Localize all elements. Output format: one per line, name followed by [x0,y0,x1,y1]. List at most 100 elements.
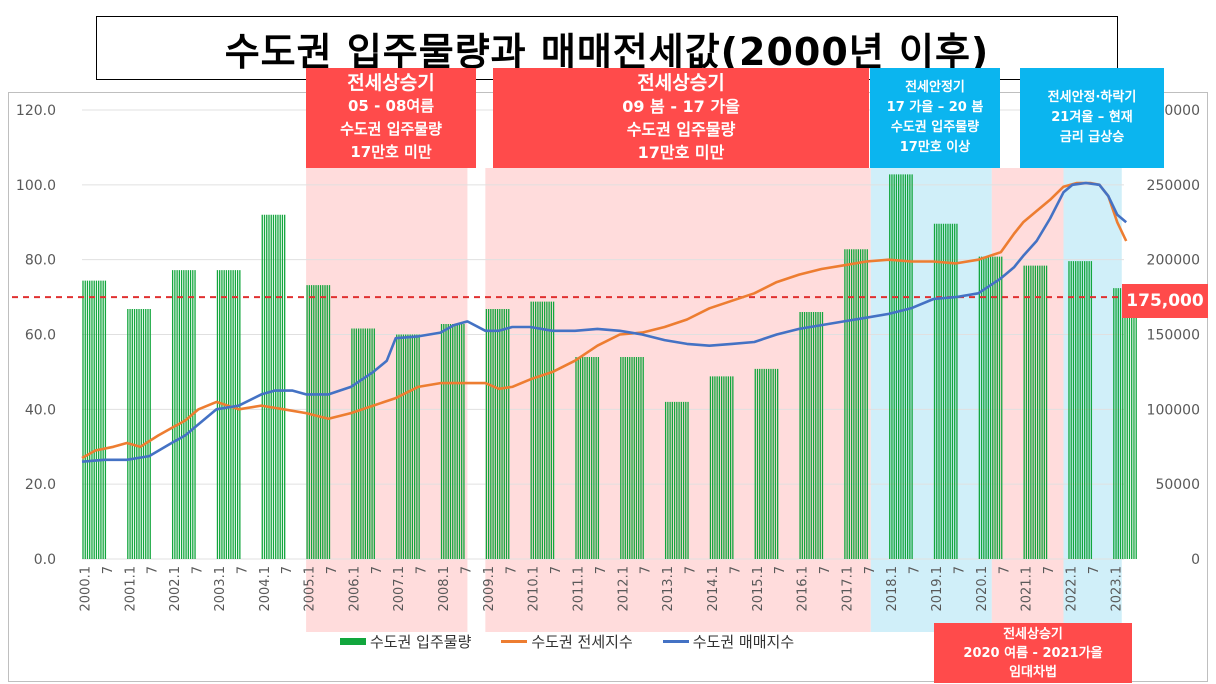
legend-label-jeonse: 수도권 전세지수 [531,633,633,651]
supply-bar [799,312,824,559]
x-tick-label: 2001.1 [123,566,138,612]
legend-item-jeonse: 수도권 전세지수 [501,631,633,652]
phase-text-line: 전세안정·하락기 [1047,90,1137,105]
y-left-tick-label: 80.0 [25,253,56,269]
supply-bar [261,214,286,559]
y-left-tick-label: 120.0 [16,103,56,119]
supply-bar [754,368,779,559]
x-tick-label: 7 [235,566,250,574]
phase-text-line: 21겨울 – 현재 [1051,110,1133,125]
x-tick-label: 7 [370,566,385,574]
x-tick-label: 7 [504,566,519,574]
supply-bar [530,301,555,559]
phase-text-line: 09 봄 - 17 가을 [622,97,740,116]
phase-text-line: 금리 급상승 [1059,130,1125,145]
x-tick-label: 2010.1 [527,566,542,612]
supply-bar [664,401,689,559]
phase-text-line: 수도권 입주물량 [626,120,736,139]
x-tick-label: 2012.1 [616,566,631,612]
supply-bar [396,334,420,559]
reference-line-label: 175,000 [1122,284,1208,318]
legend-label-sale: 수도권 매매지수 [692,633,795,651]
x-tick-label: 7 [728,566,743,574]
shaded-period [991,168,1064,632]
x-tick-label: 2006.1 [347,566,362,612]
y-left-tick-label: 40.0 [25,402,56,418]
phase-text-line: 05 - 08여름 [347,97,435,115]
x-tick-label: 7 [639,566,654,574]
x-tick-label: 2023.1 [1109,566,1124,612]
phase-text-line: 전세상승기 [347,72,435,94]
x-tick-label: 7 [1087,566,1102,574]
x-tick-label: 7 [684,566,699,574]
x-tick-label: 2022.1 [1064,566,1079,612]
x-tick-label: 7 [415,566,430,574]
supply-bar [620,356,644,559]
supply-bar [440,324,465,559]
supply-bar [844,249,868,559]
y-right-tick-label: 0 [1191,552,1200,568]
phase-text-line: 17 가을 – 20 봄 [886,100,984,115]
phase-text-line: 임대차법 [1009,664,1057,680]
y-left-tick-label: 100.0 [16,178,56,194]
x-tick-label: 7 [280,566,295,574]
y-right-tick-label: 200000 [1147,253,1200,269]
legend-swatch-jeonse [501,640,528,643]
x-tick-label: 2014.1 [706,566,721,612]
supply-bar [575,356,600,559]
x-tick-label: 2020.1 [975,566,990,612]
supply-bar [127,309,151,559]
phase-text-line: 수도권 입주물량 [340,120,442,138]
x-tick-label: 7 [952,566,967,574]
y-left-tick-label: 20.0 [25,477,56,493]
supply-bar [485,309,510,559]
y-right-tick-label: 100000 [1147,402,1200,418]
y-left-tick-label: 0.0 [34,552,56,568]
series-line-jeonse [81,181,1128,460]
y-left-tick-label: 60.0 [25,328,56,344]
x-tick-label: 7 [863,566,878,574]
x-tick-label: 2004.1 [258,566,273,612]
x-tick-label: 2021.1 [1020,566,1035,612]
supply-bar [351,328,375,559]
x-tick-label: 2017.1 [840,566,855,612]
supply-bar [82,280,107,559]
x-tick-label: 7 [101,566,116,574]
x-tick-label: 7 [325,566,340,574]
y-right-tick-label: 150000 [1147,328,1200,344]
x-tick-label: 2015.1 [751,566,766,612]
phase-text-line: 전세상승기 [1003,626,1063,642]
supply-bar [1023,265,1048,559]
chart-title: 수도권 입주물량과 매매전세값(2000년 이후) [224,29,990,74]
legend-item-supply: 수도권 입주물량 [340,631,471,652]
y-right-tick-label: 50000 [1155,477,1200,493]
phase-box-jeonse-rise-2: 전세상승기 09 봄 - 17 가을 수도권 입주물량 17만호 미만 [493,68,869,168]
x-tick-label: 2005.1 [303,566,318,612]
supply-bar [1113,288,1137,559]
supply-bar [709,376,734,559]
supply-bar [306,285,331,559]
x-tick-label: 2003.1 [213,566,228,612]
supply-bar [1068,261,1093,559]
x-tick-label: 7 [459,566,474,574]
phase-text-line: 2020 여름 - 2021가을 [963,645,1103,661]
phase-text-line: 17만호 미만 [350,143,432,161]
legend-item-sale: 수도권 매매지수 [662,631,795,652]
legend-swatch-sale [662,640,689,643]
x-tick-label: 2002.1 [168,566,183,612]
x-tick-label: 2008.1 [437,566,452,612]
x-tick-label: 2009.1 [482,566,497,612]
legend-swatch-supply [340,638,366,645]
x-tick-label: 2000.1 [79,566,94,612]
phase-text-line: 전세상승기 [637,72,725,94]
shaded-period [870,168,992,632]
phase-text-line: 수도권 입주물량 [890,120,980,135]
supply-bar [216,270,241,559]
legend-label-supply: 수도권 입주물량 [370,633,472,651]
x-tick-label: 7 [146,566,161,574]
x-tick-label: 7 [997,566,1012,574]
